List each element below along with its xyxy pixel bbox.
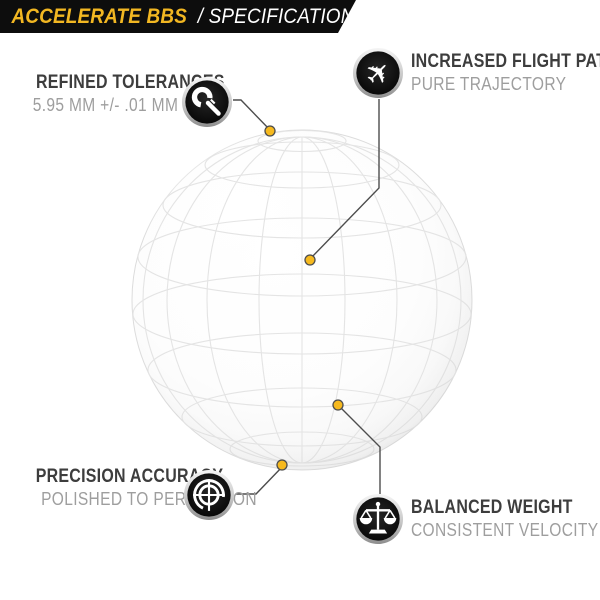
callout-title: INCREASED FLIGHT PATH bbox=[411, 51, 600, 72]
header-banner: ACCELERATE BBS / SPECIFICATIONS bbox=[0, 0, 356, 33]
callout-balanced-weight: BALANCED WEIGHT CONSISTENT VELOCITY bbox=[411, 497, 600, 542]
sphere-shading bbox=[132, 130, 472, 470]
callout-title: REFINED TOLERANCES bbox=[35, 72, 225, 93]
callout-subtitle: 5.95 MM +/- .01 MM bbox=[32, 94, 178, 115]
callout-refined-tolerances: REFINED TOLERANCES 5.95 MM +/- .01 MM bbox=[0, 72, 224, 117]
callout-subtitle: CONSISTENT VELOCITY bbox=[411, 519, 599, 540]
callout-precision-accuracy: PRECISION ACCURACY POLISHED TO PERFECTIO… bbox=[0, 466, 257, 511]
connector-increased-flight-path bbox=[309, 99, 380, 260]
callout-dot-precision-accuracy bbox=[276, 459, 288, 471]
airplane-icon: ✈ bbox=[352, 47, 404, 99]
callout-dot-balanced-weight bbox=[332, 399, 344, 411]
callout-increased-flight-path: INCREASED FLIGHT PATH PURE TRAJECTORY bbox=[411, 51, 600, 96]
section-label: / SPECIFICATIONS bbox=[197, 4, 368, 28]
callout-title: BALANCED WEIGHT bbox=[411, 497, 573, 518]
connector-balanced-weight bbox=[337, 404, 381, 494]
connector-refined-tolerances bbox=[233, 99, 271, 131]
callout-subtitle: PURE TRAJECTORY bbox=[411, 73, 567, 94]
callout-dot-increased-flight-path bbox=[304, 254, 316, 266]
brand-name: ACCELERATE BBS bbox=[11, 4, 187, 28]
scales-icon bbox=[352, 493, 404, 545]
callout-dot-refined-tolerances bbox=[264, 125, 276, 137]
callout-title: PRECISION ACCURACY bbox=[35, 466, 224, 487]
crosshair-icon bbox=[183, 469, 235, 521]
scales-glyph bbox=[359, 501, 397, 534]
connector-precision-accuracy bbox=[236, 465, 284, 495]
micrometer-icon bbox=[181, 76, 233, 128]
header-title: ACCELERATE BBS / SPECIFICATIONS bbox=[0, 0, 367, 33]
